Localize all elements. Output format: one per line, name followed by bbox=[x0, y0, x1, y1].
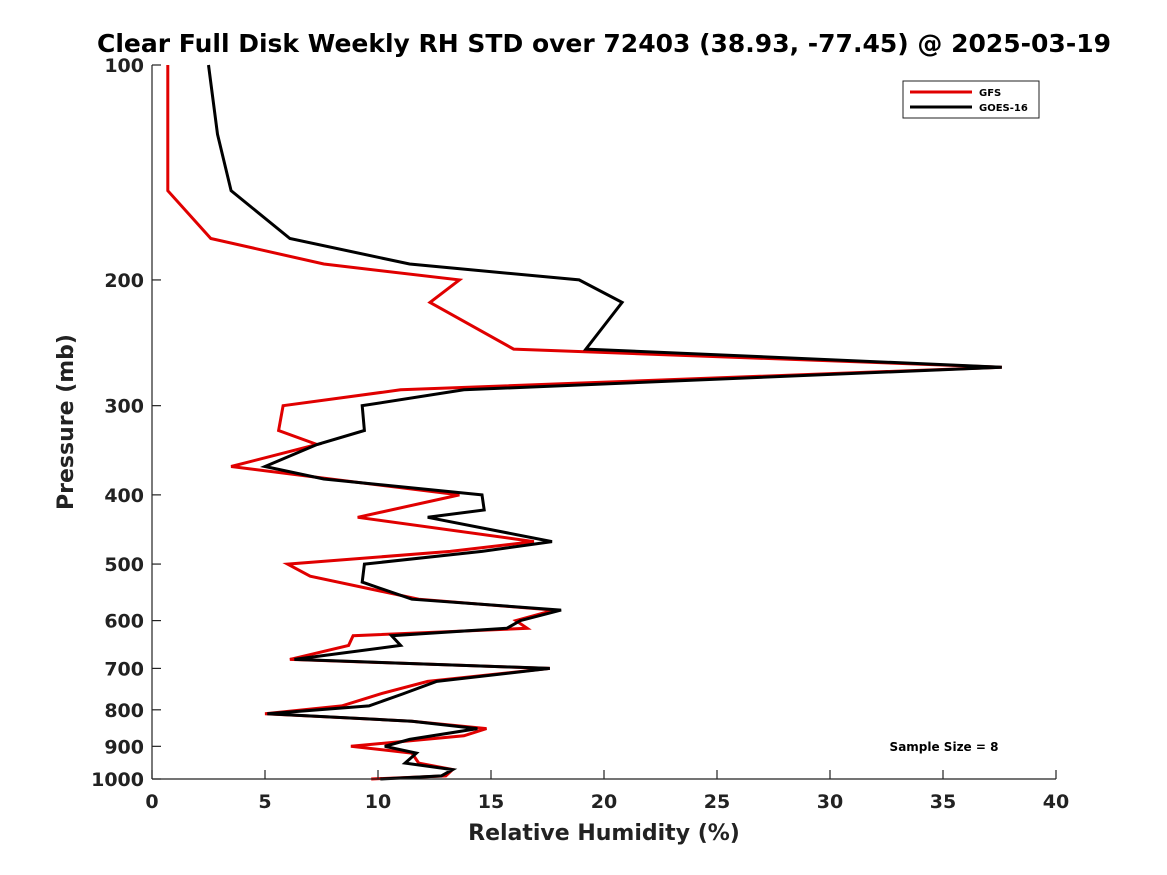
x-axis: 0 5 10 15 20 25 30 35 40 bbox=[145, 770, 1069, 813]
y-tick-label: 200 bbox=[104, 270, 144, 292]
y-tick-label: 800 bbox=[104, 700, 144, 722]
y-tick-label: 600 bbox=[104, 611, 144, 633]
legend-label: GFS bbox=[979, 88, 1001, 99]
y-tick-label: 1000 bbox=[91, 769, 144, 791]
sample-size-annotation: Sample Size = 8 bbox=[890, 740, 999, 754]
y-tick-label: 500 bbox=[104, 554, 144, 576]
x-tick-label: 30 bbox=[817, 791, 843, 813]
x-tick-label: 15 bbox=[478, 791, 504, 813]
y-tick-label: 300 bbox=[104, 396, 144, 418]
x-tick-label: 0 bbox=[145, 791, 158, 813]
x-tick-label: 25 bbox=[704, 791, 730, 813]
legend-box bbox=[902, 80, 1040, 119]
x-tick-label: 20 bbox=[591, 791, 617, 813]
series-layer bbox=[166, 64, 1002, 781]
x-tick-label: 35 bbox=[930, 791, 956, 813]
plot-area bbox=[152, 64, 1056, 781]
plot-background bbox=[152, 65, 1056, 779]
y-tick-label: 100 bbox=[104, 55, 144, 77]
series-line-gfs bbox=[166, 65, 1002, 781]
x-tick-label: 40 bbox=[1043, 791, 1069, 813]
x-tick-label: 5 bbox=[258, 791, 271, 813]
legend-label: GOES-16 bbox=[979, 103, 1028, 114]
y-tick-label: 900 bbox=[104, 736, 144, 758]
x-tick-label: 10 bbox=[365, 791, 391, 813]
x-axis-label: Relative Humidity (%) bbox=[468, 821, 740, 846]
legend: GFS GOES-16 bbox=[902, 80, 1040, 119]
y-axis-label: Pressure (mb) bbox=[54, 334, 79, 510]
chart-title: Clear Full Disk Weekly RH STD over 72403… bbox=[97, 29, 1111, 58]
series-line-goes-16 bbox=[207, 64, 1002, 781]
y-axis: 100 200 300 400 500 600 700 800 900 1000 bbox=[91, 55, 161, 791]
y-tick-label: 700 bbox=[104, 658, 144, 680]
y-tick-label: 400 bbox=[104, 485, 144, 507]
